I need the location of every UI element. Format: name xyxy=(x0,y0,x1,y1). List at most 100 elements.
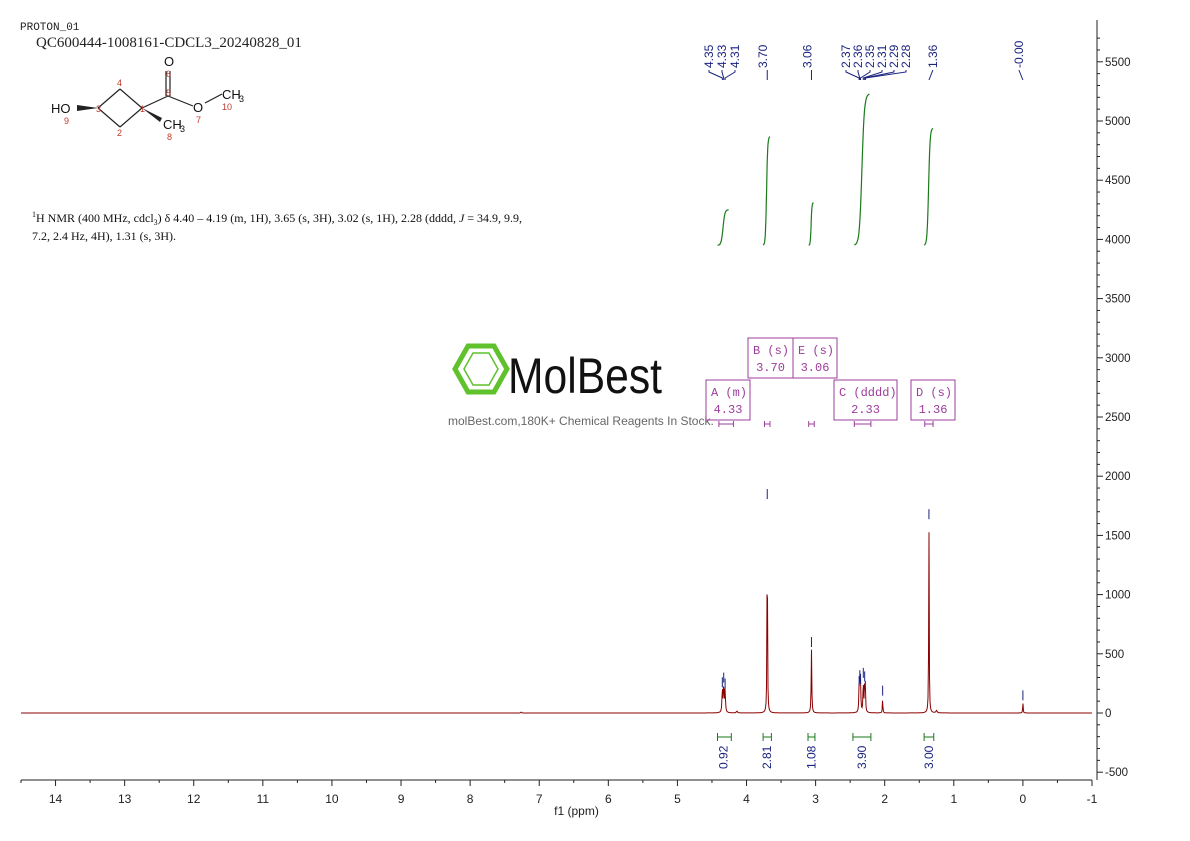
x-tick-label: 14 xyxy=(49,792,63,806)
x-tick-label: 2 xyxy=(881,792,888,806)
molbest-watermark: MolBest molBest.com,180K+ Chemical Reage… xyxy=(448,343,714,428)
atom-o6: O xyxy=(164,54,174,69)
atom-number-1: 1 xyxy=(140,104,145,114)
multiplet-name: E (s) xyxy=(798,344,834,358)
peak-label-leader xyxy=(845,70,860,80)
y-tick-label: 1500 xyxy=(1105,530,1131,542)
multiplet-box xyxy=(833,379,898,421)
x-tick-label: 1 xyxy=(950,792,957,806)
bond-1-5 xyxy=(141,95,169,109)
peak-label: -0.00 xyxy=(1012,40,1026,68)
bond-2-3 xyxy=(97,107,121,128)
atom-ho: HO xyxy=(51,101,71,116)
peak-label-leader xyxy=(860,70,871,80)
wedge-1-8 xyxy=(142,108,162,122)
peak-label-leader xyxy=(724,70,736,80)
atom-ch3-8-sub: 3 xyxy=(180,124,185,134)
y-tick-label: 3000 xyxy=(1105,353,1131,365)
multiplet-box xyxy=(910,379,956,421)
x-tick-label: 5 xyxy=(674,792,681,806)
benzene-logo-icon xyxy=(452,343,510,395)
peak-label: 4.33 xyxy=(715,44,729,68)
peak-label: 3.70 xyxy=(756,44,770,68)
peak-label: 2.36 xyxy=(851,44,865,68)
bond-1-2 xyxy=(119,107,143,128)
y-tick-label: 0 xyxy=(1105,708,1111,720)
x-tick-label: 6 xyxy=(605,792,612,806)
atom-number-2: 2 xyxy=(117,128,122,138)
x-tick-label: 10 xyxy=(325,792,339,806)
atom-number-5: 5 xyxy=(166,88,171,98)
atom-ch3-10-sub: 3 xyxy=(239,94,244,104)
peak-label: 2.35 xyxy=(863,44,877,68)
y-tick-label: 5000 xyxy=(1105,116,1131,128)
peak-label: 4.31 xyxy=(728,44,742,68)
peak-label: 1.36 xyxy=(926,44,940,68)
peak-label: 3.06 xyxy=(800,44,814,68)
atom-number-3: 3 xyxy=(96,104,101,114)
multiplet-name: C (dddd) xyxy=(839,386,897,400)
y-tick-label: 2000 xyxy=(1105,471,1131,483)
peak-label-leader xyxy=(928,69,934,81)
y-tick-label: -500 xyxy=(1105,767,1128,779)
multiplet-shift: 3.70 xyxy=(756,361,785,375)
x-tick-label: -1 xyxy=(1087,792,1098,806)
x-tick-label: 3 xyxy=(812,792,819,806)
peak-label: 2.28 xyxy=(899,44,913,68)
peak-label-leader xyxy=(864,70,907,80)
multiplet-box xyxy=(705,379,751,421)
peak-label-leader xyxy=(1018,69,1024,81)
integral-curve xyxy=(854,93,870,246)
multiplet-name: B (s) xyxy=(753,344,789,358)
x-tick-label: 8 xyxy=(467,792,474,806)
watermark-logo-text: MolBest xyxy=(508,348,662,404)
multiplet-shift: 1.36 xyxy=(919,403,948,417)
integral-value: 3.90 xyxy=(855,745,869,769)
y-tick-label: 3500 xyxy=(1105,294,1131,306)
atom-number-9: 9 xyxy=(64,116,69,126)
integral-value: 0.92 xyxy=(717,745,731,769)
y-tick-label: 4500 xyxy=(1105,175,1131,187)
plot-area: 14 13 12 11 10 9 8 7 6 5 4 3 2 1 0 -1f1 (ppm)-500050010… xyxy=(20,20,1131,818)
spectrum-trace xyxy=(21,532,1092,714)
bond-7-10 xyxy=(204,93,223,104)
peak-label: 4.35 xyxy=(702,44,716,68)
molecule-structure xyxy=(77,71,223,128)
x-axis-label: f1 (ppm) xyxy=(554,804,599,818)
sample-id-title: QC600444-1008161-CDCL3_20240828_01 xyxy=(36,35,302,51)
multiplet-shift: 2.33 xyxy=(851,403,880,417)
atom-o7: O xyxy=(193,100,203,115)
x-tick-label: 12 xyxy=(187,792,201,806)
multiplet-name: D (s) xyxy=(916,386,952,400)
multiplet-shift: 3.06 xyxy=(801,361,830,375)
x-tick-label: 9 xyxy=(398,792,405,806)
integral-value: 3.00 xyxy=(922,745,936,769)
peak-label-leader xyxy=(721,70,725,80)
y-tick-label: 500 xyxy=(1105,649,1124,661)
atom-ch3-8: CH xyxy=(163,117,182,132)
bond-3-4 xyxy=(97,88,121,109)
atom-number-4: 4 xyxy=(117,78,122,88)
integral-value: 1.08 xyxy=(804,745,818,769)
peak-label-leader xyxy=(857,70,861,80)
x-tick-label: 7 xyxy=(536,792,543,806)
atom-ch3-10: CH xyxy=(222,87,241,102)
y-tick-label: 5500 xyxy=(1105,57,1131,69)
peak-label: 2.29 xyxy=(887,44,901,68)
multiplet-shift: 4.33 xyxy=(714,403,743,417)
bond-5-7 xyxy=(167,95,194,107)
peak-label-leader xyxy=(864,70,895,80)
nmr-description-line1: 1H NMR (400 MHz, cdcl3) δ 4.40 – 4.19 (m… xyxy=(32,210,522,227)
watermark-tagline: molBest.com,180K+ Chemical Reagents In S… xyxy=(448,414,714,428)
multiplet-box xyxy=(792,337,838,379)
peak-label-leader xyxy=(708,70,723,80)
atom-number-6: 6 xyxy=(166,69,171,79)
atom-number-7: 7 xyxy=(196,115,201,125)
pulse-program-label: PROTON_01 xyxy=(20,22,80,34)
atom-number-10: 10 xyxy=(222,102,232,112)
peak-label: 2.37 xyxy=(839,44,853,68)
x-tick-label: 13 xyxy=(118,792,132,806)
molecule-atom-labels: HO 9 3 4 2 1 5 O 6 O 7 CH 3 10 CH 3 8 xyxy=(51,54,244,142)
peak-label-leader xyxy=(862,70,883,80)
